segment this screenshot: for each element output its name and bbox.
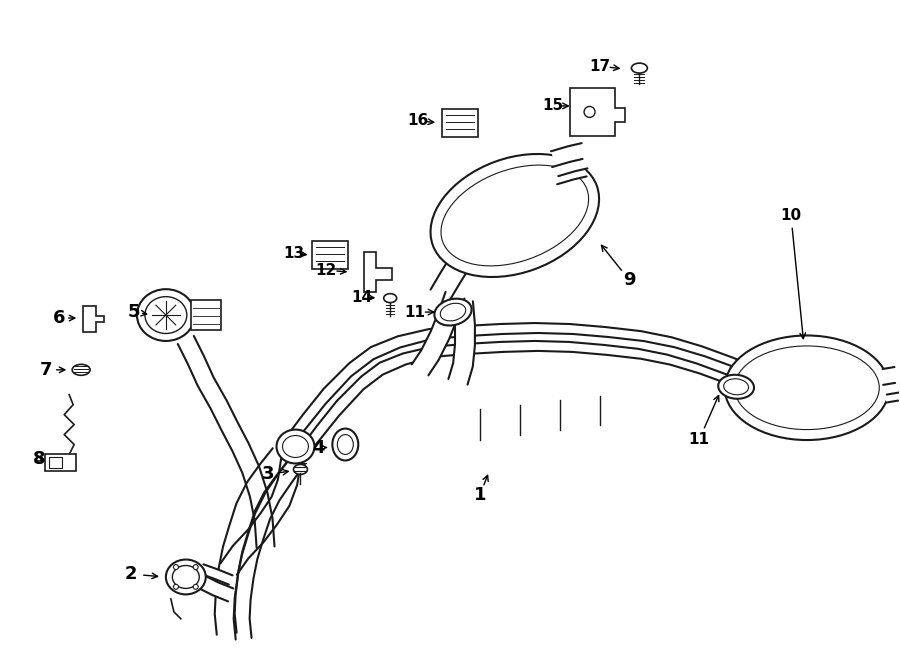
Text: 2: 2 [125,565,137,583]
Text: 10: 10 [780,208,802,223]
Text: 17: 17 [589,59,610,73]
Polygon shape [312,242,348,269]
Polygon shape [289,333,781,460]
Ellipse shape [724,336,889,440]
Text: 11: 11 [405,305,426,320]
Ellipse shape [584,107,595,117]
Ellipse shape [276,430,314,463]
Text: 3: 3 [262,465,274,483]
Ellipse shape [72,364,90,375]
Polygon shape [50,457,62,469]
Polygon shape [728,383,763,406]
Ellipse shape [194,565,198,569]
Ellipse shape [383,294,397,303]
Ellipse shape [632,63,647,73]
Text: 13: 13 [283,246,304,261]
Ellipse shape [430,154,599,277]
Ellipse shape [166,559,206,594]
Text: 14: 14 [352,290,373,305]
Ellipse shape [174,585,178,589]
Text: 5: 5 [128,303,140,321]
Ellipse shape [174,565,178,569]
Polygon shape [728,368,763,397]
Ellipse shape [145,297,187,334]
Ellipse shape [734,346,879,430]
Text: 6: 6 [53,309,66,327]
Polygon shape [200,564,232,585]
Polygon shape [412,292,464,375]
Polygon shape [883,367,899,395]
Ellipse shape [435,299,472,326]
Ellipse shape [173,565,199,589]
Ellipse shape [194,585,198,589]
Ellipse shape [718,375,754,399]
Polygon shape [448,301,475,385]
Polygon shape [83,306,104,332]
Text: 7: 7 [40,361,52,379]
Ellipse shape [338,434,354,455]
Polygon shape [883,383,898,402]
Ellipse shape [137,289,194,341]
Ellipse shape [293,465,308,475]
Polygon shape [442,109,478,137]
Polygon shape [551,143,588,176]
Ellipse shape [283,436,309,457]
Ellipse shape [332,428,358,461]
Ellipse shape [440,303,465,321]
Text: 4: 4 [312,438,325,457]
Polygon shape [430,222,491,301]
Polygon shape [552,159,587,184]
Text: 1: 1 [473,487,486,504]
Text: 9: 9 [623,271,635,289]
Text: 12: 12 [316,263,337,278]
Polygon shape [191,300,220,330]
Polygon shape [570,88,626,136]
Polygon shape [45,455,76,471]
Polygon shape [234,455,305,639]
Text: 11: 11 [688,432,710,447]
Text: 8: 8 [33,450,46,469]
Polygon shape [288,323,778,445]
Ellipse shape [441,165,589,266]
Polygon shape [199,576,233,601]
Polygon shape [220,448,302,575]
Text: 16: 16 [408,113,428,128]
Text: 15: 15 [542,99,563,113]
Polygon shape [178,336,274,547]
Polygon shape [364,252,392,292]
Ellipse shape [724,379,749,395]
Polygon shape [215,448,288,635]
